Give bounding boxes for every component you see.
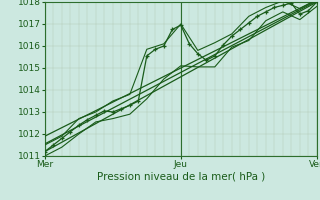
X-axis label: Pression niveau de la mer( hPa ): Pression niveau de la mer( hPa ) [97,172,265,182]
